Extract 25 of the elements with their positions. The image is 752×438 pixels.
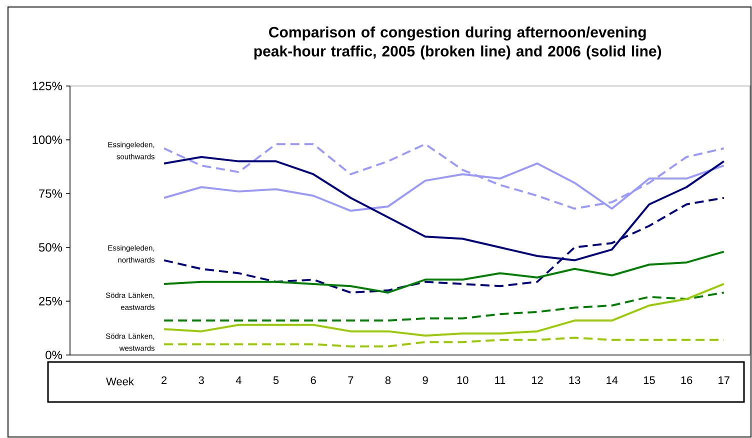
x-tick-label: 5 — [273, 376, 279, 384]
x-axis-title: Week — [106, 377, 134, 386]
x-tick-label: 8 — [385, 376, 391, 384]
x-tick-label: 15 — [644, 376, 655, 384]
x-tick-label: 13 — [569, 376, 580, 384]
line-series — [163, 143, 725, 210]
y-tick-label: 25% — [39, 296, 62, 306]
y-tick-label: 100% — [32, 136, 62, 144]
chart-title: Comparison of congestion during afternoon/evening peak-hour traffic, 2005 (broken line) and 2006 (solid line) — [254, 26, 662, 60]
x-tick-label: 11 — [495, 376, 506, 384]
x-tick-label: 17 — [718, 376, 730, 384]
x-tick-label: 4 — [236, 376, 242, 384]
x-tick-label: 10 — [457, 376, 468, 384]
x-tick-label: 2 — [162, 376, 167, 384]
x-tick-label: 12 — [532, 376, 543, 384]
y-tick-label: 50% — [38, 243, 62, 252]
y-tick-label: 125% — [32, 82, 62, 90]
y-tick-label: 75% — [39, 189, 62, 198]
x-tick-label: 3 — [198, 376, 204, 384]
x-tick-label: 7 — [348, 376, 354, 384]
y-tick-label: 0% — [46, 350, 62, 360]
x-tick-label: 14 — [606, 376, 618, 384]
x-tick-label: 16 — [681, 376, 692, 384]
x-tick-label: 9 — [422, 376, 428, 384]
x-tick-label: 6 — [310, 376, 316, 384]
